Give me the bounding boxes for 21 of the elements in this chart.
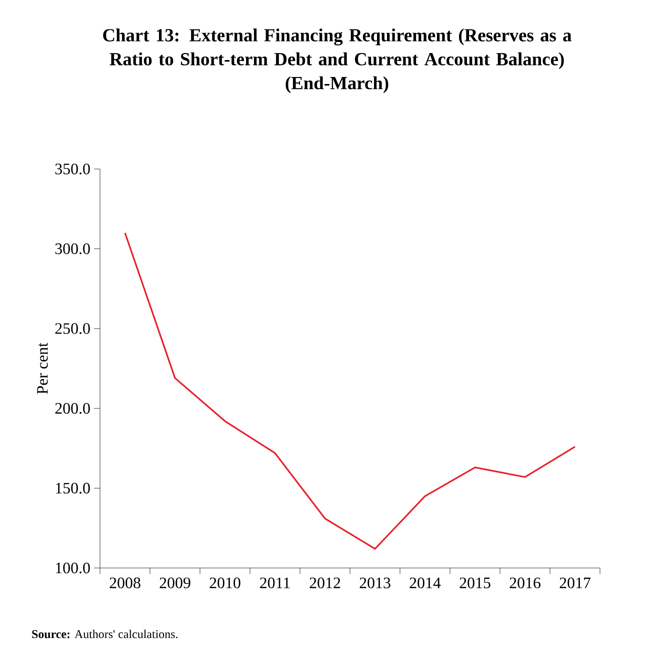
y-tick-label: 350.0 [55,164,90,174]
text: Source: Authors' calculations. [32,630,178,638]
x-tick-label: 2013 [360,578,390,588]
y-tick-label: 150.0 [56,482,90,494]
x-tick-label: 2015 [460,578,490,588]
chart-title: Chart 13: External Financing Requirement (Reserves as a Ratio to Short-term Debt and Current Account Balance) [103,28,572,70]
x-tick-label: 2016 [510,578,540,588]
line-series [124,232,576,550]
x-tick-label: 2010 [210,578,240,588]
y-axis-title: Per cent [37,342,48,394]
y-tick-label: 300.0 [55,243,90,254]
y-tick-label: 250.0 [55,323,90,334]
x-tick-label: 2009 [160,578,190,588]
x-tick-label: 2011 [260,578,290,588]
chart-subtitle: (End-March) [286,76,388,94]
x-tick-label: 2014 [410,578,441,588]
x-tick-label: 2012 [310,578,340,588]
y-tick-label: 200.0 [55,402,90,414]
y-tick-label: 100.0 [56,562,90,574]
x-tick-label: 2008 [110,578,140,588]
x-tick-label: 2017 [560,578,590,588]
